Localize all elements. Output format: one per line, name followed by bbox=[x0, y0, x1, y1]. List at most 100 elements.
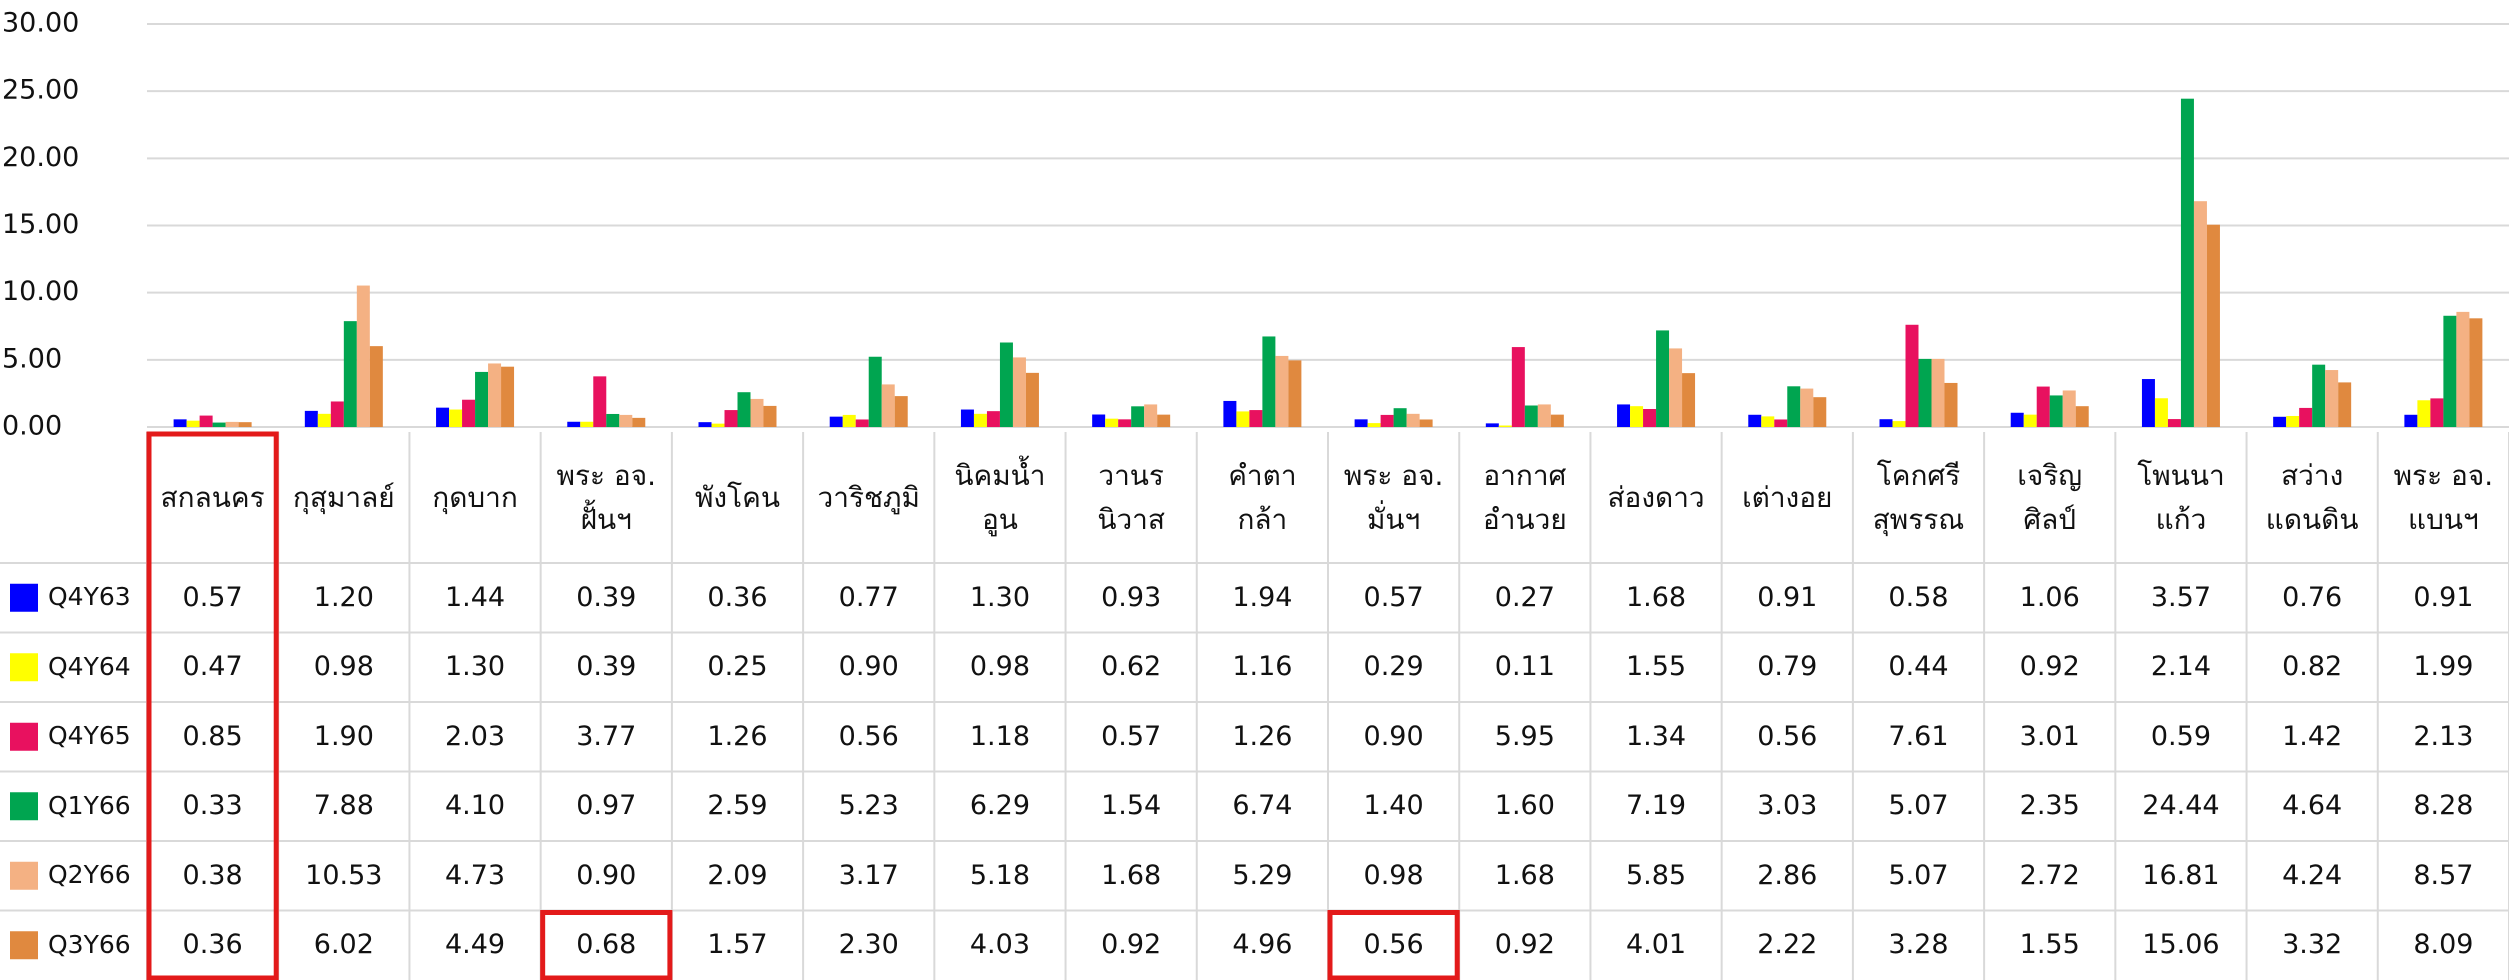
bar bbox=[1787, 386, 1801, 427]
table-cell: 0.56 bbox=[1363, 929, 1424, 961]
bar bbox=[1012, 357, 1026, 427]
bar bbox=[1025, 372, 1039, 427]
table-cell: 4.01 bbox=[1625, 929, 1687, 961]
table-cell: 4.96 bbox=[1232, 929, 1293, 961]
table-cell: 1.44 bbox=[444, 581, 506, 613]
bar bbox=[2167, 419, 2181, 427]
y-tick-label: 20.00 bbox=[2, 142, 79, 173]
table-cell: 2.22 bbox=[1757, 929, 1818, 961]
table-cell: 1.68 bbox=[1494, 859, 1555, 891]
category-header: อากาศ อำนวย bbox=[1482, 459, 1567, 536]
bar bbox=[1118, 419, 1132, 427]
category-header: กุสุมาลย์ bbox=[292, 480, 395, 514]
table-cell: 0.85 bbox=[182, 720, 243, 752]
bar bbox=[1918, 358, 1932, 427]
bar bbox=[829, 416, 843, 427]
bar bbox=[750, 398, 764, 427]
bar bbox=[1524, 405, 1538, 427]
table-cell: 0.58 bbox=[1888, 581, 1949, 613]
legend-label: Q4Y63 bbox=[48, 582, 131, 612]
bar bbox=[2443, 315, 2457, 427]
table-cell: 1.30 bbox=[969, 581, 1030, 613]
table-cell: 4.49 bbox=[444, 929, 506, 961]
table-cell: 1.68 bbox=[1101, 859, 1162, 891]
table-cell: 0.77 bbox=[838, 581, 899, 613]
table-cell: 0.44 bbox=[1888, 651, 1949, 683]
bar bbox=[1748, 414, 1762, 427]
bar bbox=[343, 321, 357, 427]
table-cell: 8.28 bbox=[2413, 790, 2474, 822]
y-tick-label: 30.00 bbox=[2, 8, 79, 39]
category-header: เต่างอย bbox=[1742, 480, 1833, 514]
table-cell: 0.92 bbox=[2019, 651, 2080, 683]
bar bbox=[1367, 423, 1381, 427]
bar bbox=[999, 342, 1013, 427]
bar bbox=[1774, 419, 1788, 427]
table-cell: 1.99 bbox=[2413, 651, 2474, 683]
bar bbox=[1511, 347, 1525, 427]
bar bbox=[330, 401, 344, 427]
table-cell: 3.01 bbox=[2019, 720, 2080, 752]
table-cell: 1.26 bbox=[1232, 720, 1293, 752]
table-cell: 0.56 bbox=[1757, 720, 1818, 752]
table-cell: 6.74 bbox=[1232, 790, 1293, 822]
table-cell: 0.98 bbox=[969, 651, 1030, 683]
legend-swatch bbox=[10, 792, 38, 821]
bar bbox=[1800, 388, 1814, 427]
table-cell: 3.32 bbox=[2282, 929, 2343, 961]
bar bbox=[1144, 404, 1158, 427]
bar bbox=[2404, 414, 2418, 427]
table-cell: 10.53 bbox=[305, 859, 383, 891]
bar bbox=[737, 392, 751, 427]
table-cell: 0.59 bbox=[2150, 720, 2211, 752]
table-cell: 1.06 bbox=[2019, 581, 2080, 613]
table-cell: 4.03 bbox=[969, 929, 1030, 961]
table-cell: 6.29 bbox=[969, 790, 1030, 822]
bar bbox=[1630, 406, 1644, 427]
bar bbox=[855, 419, 869, 427]
table-cell: 0.57 bbox=[1363, 581, 1424, 613]
bar bbox=[501, 366, 515, 427]
table-cell: 1.57 bbox=[707, 929, 768, 961]
bar bbox=[1262, 336, 1276, 427]
bar bbox=[1105, 418, 1119, 427]
bar bbox=[1931, 358, 1945, 427]
table-cell: 5.85 bbox=[1625, 859, 1687, 891]
legend-swatch bbox=[10, 861, 38, 890]
category-header: สว่าง แดนดิน bbox=[2265, 459, 2359, 536]
table-cell: 0.90 bbox=[1363, 720, 1424, 752]
table-cell: 0.76 bbox=[2282, 581, 2343, 613]
table-cell: 3.28 bbox=[1888, 929, 1949, 961]
bar bbox=[2049, 395, 2063, 427]
table-cell: 0.68 bbox=[576, 929, 637, 961]
bar bbox=[2325, 370, 2339, 427]
bar bbox=[986, 411, 1000, 427]
bar bbox=[632, 417, 646, 427]
bar bbox=[1275, 355, 1289, 427]
legend-swatch bbox=[10, 653, 38, 682]
table-cell: 2.03 bbox=[444, 720, 506, 752]
table-cell: 4.64 bbox=[2282, 790, 2343, 822]
bar bbox=[960, 409, 974, 427]
table-cell: 2.86 bbox=[1757, 859, 1818, 891]
table-cell: 2.14 bbox=[2150, 651, 2211, 683]
bar bbox=[1223, 400, 1237, 427]
bar bbox=[1249, 410, 1263, 427]
y-tick-label: 5.00 bbox=[2, 343, 62, 374]
table-cell: 1.18 bbox=[969, 720, 1030, 752]
bar bbox=[724, 410, 738, 427]
table-cell: 3.77 bbox=[576, 720, 637, 752]
bar bbox=[894, 396, 908, 427]
category-header: วานร นิวาส bbox=[1097, 459, 1165, 536]
bar bbox=[2141, 379, 2155, 427]
table-cell: 1.94 bbox=[1232, 581, 1293, 613]
table-cell: 0.90 bbox=[838, 651, 899, 683]
category-header: พระ อจ. ฝั้นฯ bbox=[556, 459, 657, 536]
bar bbox=[1643, 408, 1657, 427]
bar bbox=[317, 413, 331, 427]
bar bbox=[1905, 324, 1919, 427]
table-cell: 5.95 bbox=[1494, 720, 1555, 752]
category-header: นิคมน้ำ อูน bbox=[954, 459, 1046, 536]
legend-label: Q3Y66 bbox=[48, 929, 131, 959]
